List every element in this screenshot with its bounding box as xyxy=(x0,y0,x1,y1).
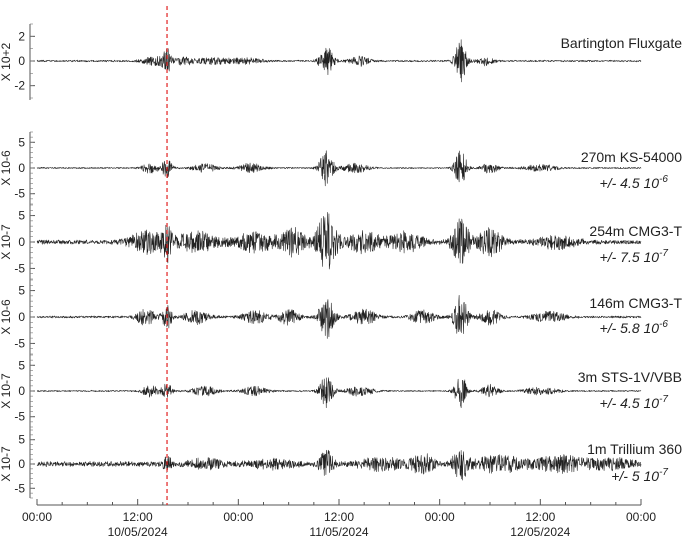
panel-4: 5 0 -5X 10-6 146m CMG3-T +/- 5.8 10-6 xyxy=(0,279,682,355)
y-tick-label: -5 xyxy=(14,336,25,350)
panel-amplitude: +/- 4.5 10-7 xyxy=(600,394,669,411)
panel-5: 5 0 -5X 10-7 3m STS-1V/VBB +/- 4.5 10-7 xyxy=(0,354,682,430)
x-axis: 00:00 12:00 00:00 12:00 00:00 12:00 00:00 10/05… xyxy=(22,499,656,539)
trace-6 xyxy=(36,449,642,481)
date-label: 11/05/2024 xyxy=(309,525,368,539)
y-tick-label: 5 xyxy=(18,433,25,447)
y-tick-label: 0 xyxy=(18,161,25,175)
panel-title: Bartington Fluxgate xyxy=(561,35,683,51)
panel-title: 254m CMG3-T xyxy=(589,223,682,239)
trace-1 xyxy=(36,39,642,83)
y-tick-label: 5 xyxy=(18,284,25,298)
scale-label: X 10-7 xyxy=(0,224,13,260)
panel-6: 5 0 -5X 10-7 1m Trillium 360 +/- 5 10-7 xyxy=(0,429,682,499)
y-tick-label: 5 xyxy=(18,358,25,372)
panel-title: 3m STS-1V/VBB xyxy=(578,369,682,385)
y-tick-label: 0 xyxy=(18,54,25,68)
x-tick-label: 12:00 xyxy=(324,510,354,524)
x-tick-label: 00:00 xyxy=(22,510,52,524)
y-tick-label: 0 xyxy=(18,310,25,324)
y-tick-label: -5 xyxy=(14,481,25,495)
panel-1: 2 0 -2X 10+2 Bartington Fluxgate xyxy=(0,23,683,100)
trace-4 xyxy=(36,295,642,339)
trace-5 xyxy=(36,377,642,408)
y-tick-label: 0 xyxy=(18,384,25,398)
y-tick-label: -5 xyxy=(14,410,25,424)
x-tick-label: 00:00 xyxy=(626,510,656,524)
panel-title: 1m Trillium 360 xyxy=(587,441,682,457)
scale-label: X 10-6 xyxy=(0,299,13,335)
y-tick-label: 5 xyxy=(18,135,25,149)
panel-amplitude: +/- 4.5 10-6 xyxy=(600,174,669,191)
y-tick-label: -2 xyxy=(14,79,25,93)
trace-3 xyxy=(36,212,642,270)
date-label: 12/05/2024 xyxy=(510,525,570,539)
panel-amplitude: +/- 7.5 10-7 xyxy=(600,248,669,265)
y-tick-label: 0 xyxy=(18,457,25,471)
panel-2: 5 0 -5X 10-6 270m KS-54000 +/- 4.5 10-6 xyxy=(0,131,682,205)
panel-3: 5 0 -5X 10-7 254m CMG3-T +/- 7.5 10-7 xyxy=(0,204,682,280)
trace-2 xyxy=(36,150,642,187)
panel-title: 270m KS-54000 xyxy=(581,149,682,165)
y-tick-label: 0 xyxy=(18,235,25,249)
panel-amplitude: +/- 5.8 10-6 xyxy=(600,319,669,336)
y-tick-label: 2 xyxy=(18,29,25,43)
y-tick-label: 5 xyxy=(18,209,25,223)
y-tick-label: -5 xyxy=(14,261,25,275)
date-label: 10/05/2024 xyxy=(108,525,168,539)
panel-title: 146m CMG3-T xyxy=(589,295,682,311)
y-tick-label: -5 xyxy=(14,187,25,201)
x-tick-label: 00:00 xyxy=(425,510,455,524)
scale-label: X 10+2 xyxy=(0,42,13,81)
x-tick-label: 00:00 xyxy=(223,510,253,524)
x-tick-label: 12:00 xyxy=(123,510,153,524)
scale-label: X 10-6 xyxy=(0,150,13,186)
panel-amplitude: +/- 5 10-7 xyxy=(611,467,668,484)
scale-label: X 10-7 xyxy=(0,446,13,482)
scale-label: X 10-7 xyxy=(0,373,13,409)
x-tick-label: 12:00 xyxy=(525,510,555,524)
